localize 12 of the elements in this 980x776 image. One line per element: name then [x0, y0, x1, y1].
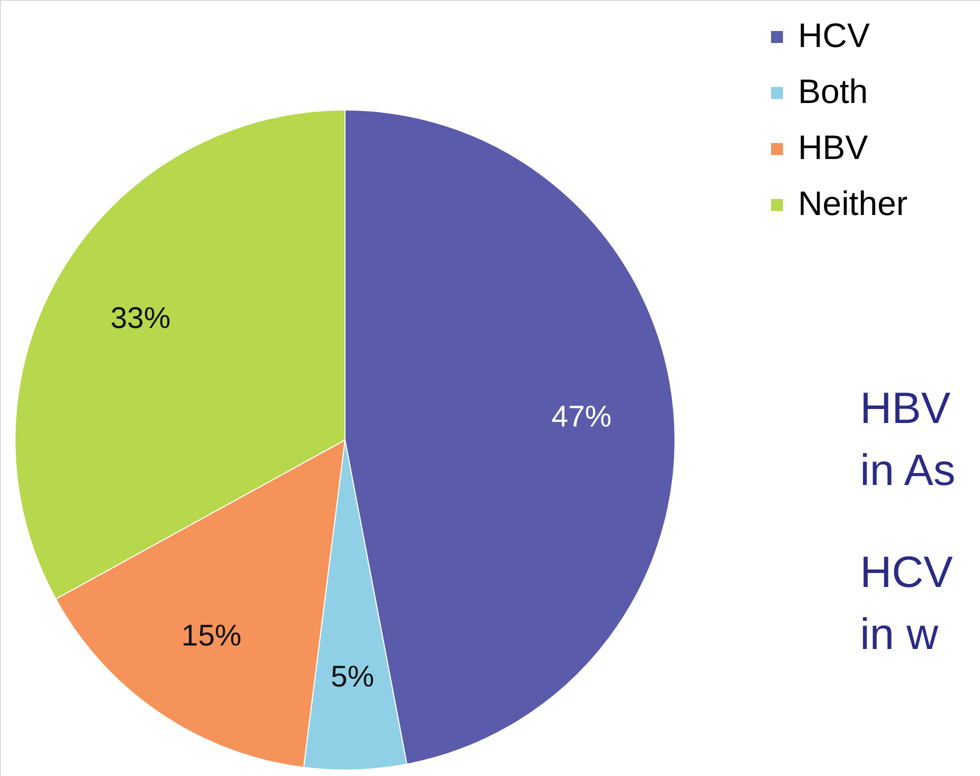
legend-label: HCV [798, 17, 870, 55]
data-label: 33% [110, 302, 171, 336]
data-label: 47% [552, 400, 612, 434]
text: in w [860, 610, 938, 659]
legend-label: Neither [798, 185, 908, 223]
legend-label: HBV [798, 129, 868, 167]
text: HBV [860, 384, 952, 433]
text: in As [860, 446, 956, 495]
legend-label: Both [798, 73, 868, 111]
data-label: 5% [330, 660, 374, 694]
text: HCV [860, 548, 954, 597]
data-label: 15% [181, 620, 242, 653]
